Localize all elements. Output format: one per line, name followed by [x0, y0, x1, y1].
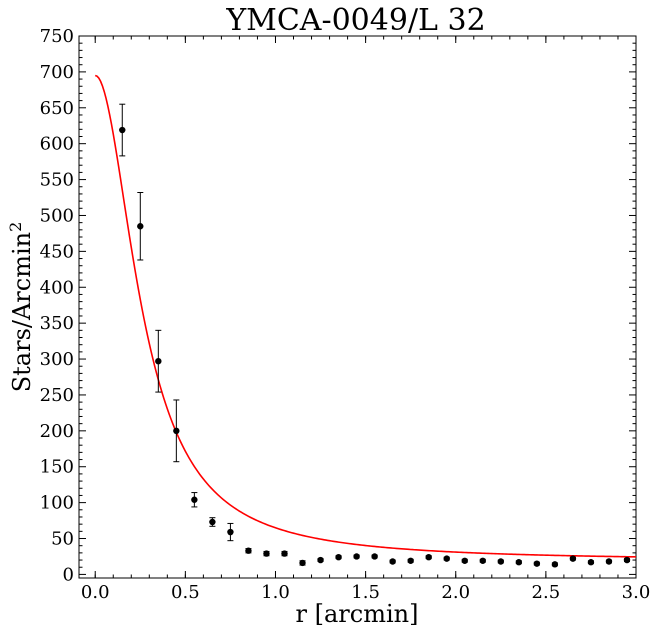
data-marker — [155, 358, 162, 365]
data-point — [173, 399, 180, 463]
data-point — [515, 559, 523, 566]
data-point — [137, 191, 144, 261]
data-marker — [281, 550, 288, 557]
data-marker — [389, 558, 396, 565]
data-marker — [425, 553, 432, 561]
data-point — [227, 522, 234, 542]
data-point — [461, 557, 468, 564]
x-axis-title: r [arcmin] — [296, 600, 419, 628]
data-marker — [209, 518, 216, 526]
data-marker — [497, 558, 505, 565]
data-marker — [623, 556, 631, 564]
plot-frame — [78, 35, 637, 579]
y-axis-title: Stars/Arcmin2 — [6, 222, 36, 393]
fit-curve-line — [94, 74, 637, 558]
data-point — [209, 517, 216, 527]
y-tick-label: 350 — [40, 313, 74, 334]
x-tick-label: 0.0 — [81, 582, 110, 603]
x-tick-label: 1.5 — [351, 582, 380, 603]
data-marker — [533, 560, 541, 567]
data-point — [425, 553, 432, 561]
y-tick-label: 150 — [40, 457, 74, 478]
data-marker — [191, 496, 198, 503]
data-marker — [551, 561, 559, 568]
data-point — [587, 559, 595, 566]
data-point — [443, 555, 450, 562]
x-tick-label: 2.0 — [441, 582, 470, 603]
data-point — [605, 558, 613, 565]
data-point — [389, 558, 396, 565]
data-marker — [317, 556, 324, 564]
data-point — [551, 561, 559, 568]
data-point — [569, 555, 577, 562]
data-point — [497, 558, 505, 565]
y-tick-label: 450 — [40, 241, 74, 262]
y-tick-label: 500 — [40, 205, 74, 226]
data-marker — [569, 555, 577, 562]
data-point — [119, 103, 126, 157]
data-point — [479, 557, 486, 564]
data-marker — [605, 558, 613, 565]
data-marker — [479, 557, 486, 564]
y-tick-label: 50 — [51, 529, 74, 550]
y-tick-label: 200 — [40, 421, 74, 442]
data-point — [623, 556, 631, 564]
data-point — [191, 492, 198, 508]
data-marker — [227, 528, 234, 536]
x-tick-label: 1.0 — [261, 582, 290, 603]
data-marker — [263, 550, 270, 557]
x-tick-label: 2.5 — [532, 582, 561, 603]
data-marker — [119, 126, 126, 134]
y-tick-label: 750 — [40, 26, 74, 47]
data-point — [263, 550, 270, 557]
data-point — [155, 329, 162, 393]
data-point — [317, 556, 324, 564]
data-point — [299, 559, 306, 567]
data-marker — [371, 553, 378, 560]
data-marker — [461, 557, 468, 564]
data-marker — [353, 553, 360, 560]
data-point — [407, 557, 414, 564]
data-marker — [137, 223, 144, 230]
y-tick-label: 250 — [40, 385, 74, 406]
y-tick-label: 550 — [40, 170, 74, 191]
data-marker — [245, 547, 252, 554]
y-tick-label: 700 — [40, 62, 74, 83]
data-point — [533, 560, 541, 567]
data-marker — [299, 559, 306, 567]
y-tick-label: 600 — [40, 134, 74, 155]
data-marker — [587, 559, 595, 566]
data-point — [353, 553, 360, 560]
chart-title: YMCA-0049/L 32 — [225, 3, 485, 38]
x-tick-label: 0.5 — [171, 582, 200, 603]
y-tick-label: 400 — [40, 277, 74, 298]
data-marker — [443, 555, 450, 562]
data-marker — [173, 427, 180, 435]
data-marker — [515, 559, 523, 566]
y-tick-label: 0 — [63, 564, 74, 585]
y-tick-label: 100 — [40, 493, 74, 514]
data-point — [335, 553, 342, 561]
data-point — [371, 553, 378, 560]
y-tick-label: 300 — [40, 349, 74, 370]
data-point — [245, 547, 252, 554]
fit-curve-layer — [94, 74, 637, 558]
axis-ticks-layer: 0.0 0.5 1.0 1.5 2.0 2.5 3.0 0 50 100 150 200 250 300 3… — [40, 26, 651, 603]
data-marker — [407, 557, 414, 564]
data-points-layer — [119, 103, 631, 568]
data-point — [281, 550, 288, 557]
x-tick-label: 3.0 — [622, 582, 651, 603]
y-tick-label: 650 — [40, 98, 74, 119]
data-marker — [335, 553, 342, 561]
